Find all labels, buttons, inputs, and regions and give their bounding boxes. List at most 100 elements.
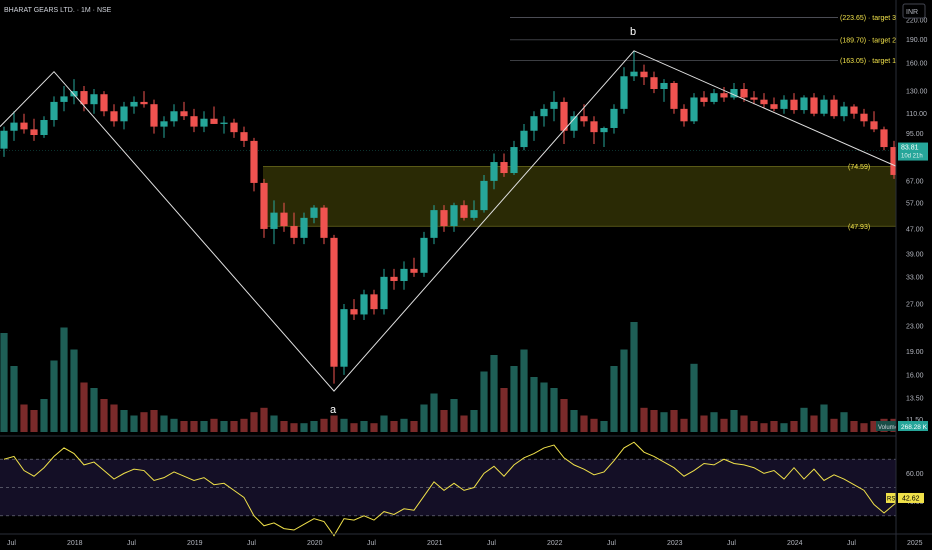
target-label: (189.70) · target 2: [840, 37, 896, 44]
rsi-label-bg: [886, 492, 897, 503]
candle-body: [440, 210, 448, 227]
candle-body: [550, 101, 558, 109]
candle-body: [180, 111, 188, 117]
volume-bar: [40, 399, 48, 432]
price-axis-background: [896, 0, 932, 550]
candle-body: [650, 77, 658, 90]
currency-label: INR: [906, 9, 918, 16]
time-tick-label: Jul: [7, 540, 16, 547]
volume-bar: [850, 421, 858, 432]
last-price-value: 83.81: [901, 145, 919, 152]
volume-bar: [710, 412, 718, 432]
volume-bar: [660, 412, 668, 432]
time-tick-label: Jul: [607, 540, 616, 547]
candle-body: [540, 108, 548, 117]
volume-bar: [750, 421, 758, 432]
volume-bar: [860, 423, 868, 432]
volume-bar: [780, 423, 788, 432]
volume-bar: [630, 322, 638, 432]
time-axis[interactable]: Jul 2018 Jul 2019 Jul 2020 Jul 2021 Jul 2022 Jul 20…: [0, 533, 932, 547]
volume-bar: [520, 349, 528, 432]
candle-body: [200, 118, 208, 127]
candle-body: [560, 101, 568, 131]
candle-body: [450, 205, 458, 227]
volume-label-bg: [876, 421, 896, 431]
price-axis[interactable]: 220.00 190.00 160.00 130.00 110.00 95.00 67.00…: [895, 0, 932, 550]
price-tick-label: 57.00: [906, 200, 924, 207]
volume-bars: Volume: [0, 322, 928, 432]
candle-body: [890, 147, 898, 175]
candle-body: [330, 237, 338, 367]
candle-body: [260, 182, 268, 229]
volume-bar: [360, 421, 368, 432]
volume-bar: [130, 415, 138, 432]
candle-body: [170, 111, 178, 122]
candle-body: [700, 97, 708, 102]
volume-bar: [390, 421, 398, 432]
candle-body: [350, 309, 358, 315]
price-tick-label: 13.50: [906, 395, 924, 402]
candle-body: [390, 276, 398, 282]
candle-body: [640, 71, 648, 78]
volume-bar: [160, 415, 168, 432]
candle-body: [280, 212, 288, 227]
target-label: (163.05) · target 1: [840, 58, 896, 65]
rsi-tick-label: 60.00: [906, 471, 924, 478]
volume-bar: [450, 399, 458, 432]
candle-body: [850, 106, 858, 114]
price-tick-label: 39.00: [906, 252, 924, 259]
candle-body: [270, 212, 278, 229]
volume-value-badge: [898, 421, 928, 431]
candle-body: [610, 108, 618, 128]
price-tick-label: 23.00: [906, 323, 924, 330]
volume-bar: [210, 418, 218, 432]
volume-bar: [690, 363, 698, 432]
support-zone-box: [263, 166, 896, 227]
volume-bar: [640, 407, 648, 432]
point-a-label: a: [330, 404, 337, 416]
currency-button[interactable]: INR: [902, 3, 926, 19]
candle-body: [210, 118, 218, 124]
candle-body: [400, 268, 408, 282]
price-tick-label: 190.00: [906, 37, 928, 44]
volume-bar: [760, 423, 768, 432]
candle-body: [150, 104, 158, 127]
rsi-value-badge: [898, 492, 924, 503]
rsi-line: [3, 441, 905, 537]
price-tick-label: 220.00: [906, 17, 928, 24]
candle-body: [90, 94, 98, 105]
volume-bar: [420, 404, 428, 432]
volume-bar: [320, 418, 328, 432]
volume-bar: [620, 349, 628, 432]
time-tick-label: 2025: [907, 540, 923, 547]
rsi-value: 42.62: [902, 495, 920, 502]
rsi-pane: RSI: [0, 435, 932, 537]
volume-bar: [120, 410, 128, 432]
volume-bar: [280, 421, 288, 432]
volume-bar: [20, 404, 28, 432]
candle-body: [780, 99, 788, 109]
candle-body: [760, 99, 768, 105]
volume-bar: [250, 412, 258, 432]
volume-bar: [30, 410, 38, 432]
candle-body: [300, 217, 308, 238]
volume-bar: [340, 418, 348, 432]
bar-countdown: 10d 21h: [901, 154, 923, 160]
volume-bar: [60, 327, 68, 432]
volume-bar: [260, 407, 268, 432]
candle-body: [240, 132, 248, 141]
volume-bar: [90, 388, 98, 432]
time-tick-label: Jul: [847, 540, 856, 547]
volume-bar: [140, 412, 148, 432]
candle-body: [680, 108, 688, 122]
candle-body: [620, 76, 628, 109]
volume-bar: [830, 418, 838, 432]
volume-bar: [650, 410, 658, 432]
volume-bar: [290, 423, 298, 432]
time-tick-label: 2022: [547, 540, 563, 547]
volume-bar: [240, 418, 248, 432]
volume-bar: [810, 415, 818, 432]
candle-body: [20, 122, 28, 130]
volume-bar: [840, 412, 848, 432]
